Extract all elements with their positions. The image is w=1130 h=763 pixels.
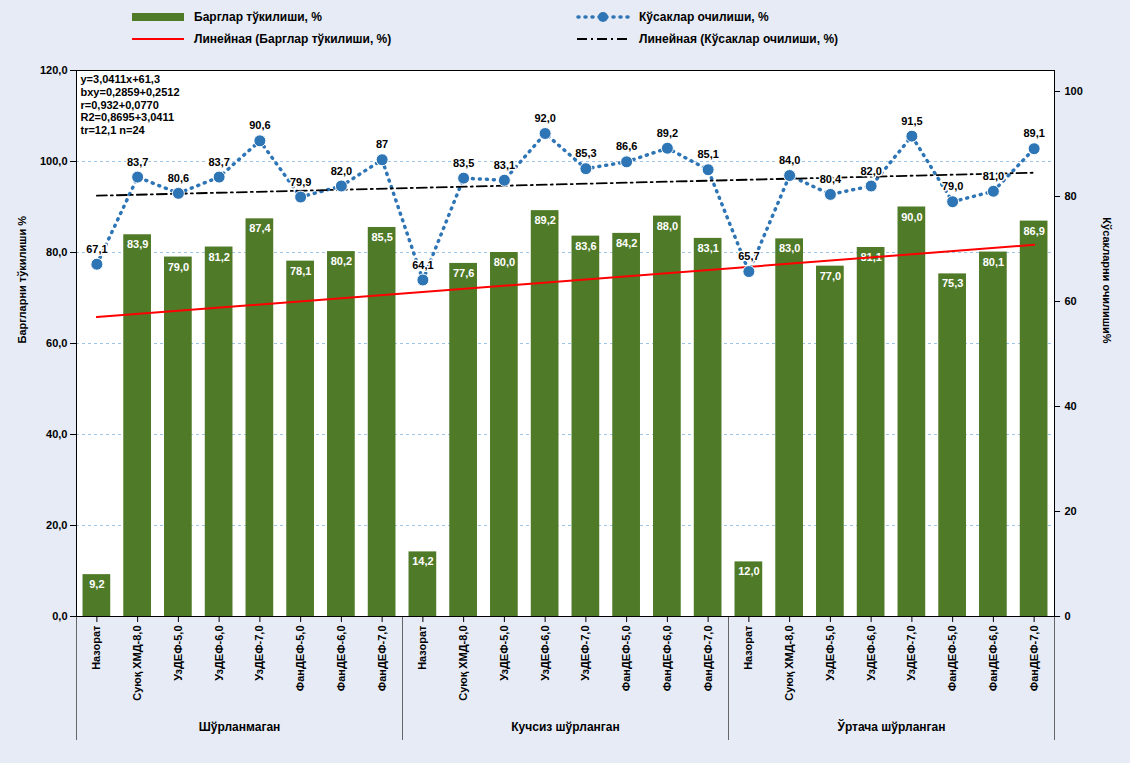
svg-text:85,3: 85,3 [575, 147, 596, 159]
svg-text:УзДЕФ-7,0: УзДЕФ-7,0 [905, 626, 917, 681]
svg-text:83,7: 83,7 [208, 156, 229, 168]
svg-text:Назорат: Назорат [416, 625, 428, 670]
svg-text:20: 20 [1065, 505, 1077, 517]
svg-text:79,0: 79,0 [942, 180, 963, 192]
svg-text:УзДЕФ-5,0: УзДЕФ-5,0 [824, 626, 836, 681]
html-text:Линейная (Кўсаклар очилиши, %): Линейная (Кўсаклар очилиши, %) [639, 32, 838, 46]
svg-text:40: 40 [1065, 400, 1077, 412]
svg-text:64,1: 64,1 [412, 258, 433, 270]
html-text:Линейная (Барглар тўкилиши, %): Линейная (Барглар тўкилиши, %) [194, 32, 392, 46]
svg-text:120,0: 120,0 [40, 64, 68, 76]
svg-text:ФанДЕФ-6,0: ФанДЕФ-6,0 [335, 626, 347, 692]
svg-text:УзДЕФ-6,0: УзДЕФ-6,0 [539, 626, 551, 681]
svg-text:14,2: 14,2 [412, 555, 433, 567]
svg-text:Назорат: Назорат [742, 625, 754, 670]
svg-text:87: 87 [376, 138, 388, 150]
svg-text:79,9: 79,9 [290, 176, 311, 188]
svg-text:УзДЕФ-7,0: УзДЕФ-7,0 [253, 626, 265, 681]
svg-text:y=3,0411x+61,3bxy=0,2859+0,251: y=3,0411x+61,3bxy=0,2859+0,2512r=0,932+0… [81, 73, 180, 136]
svg-text:ФанДЕФ-5,0: ФанДЕФ-5,0 [620, 626, 632, 692]
svg-text:84,0: 84,0 [779, 154, 800, 166]
html-text:Кўсаклар очилиши, %: Кўсаклар очилиши, % [639, 10, 769, 24]
svg-text:82,0: 82,0 [331, 165, 352, 177]
svg-text:83,1: 83,1 [494, 159, 515, 171]
svg-text:82,0: 82,0 [860, 165, 881, 177]
svg-text:80,0: 80,0 [494, 256, 515, 268]
svg-text:83,6: 83,6 [575, 240, 596, 252]
svg-text:84,2: 84,2 [616, 237, 637, 249]
svg-text:0,0: 0,0 [52, 610, 67, 622]
svg-text:80,0: 80,0 [46, 246, 67, 258]
svg-text:87,4: 87,4 [249, 222, 271, 234]
svg-text:40,0: 40,0 [46, 428, 67, 440]
svg-text:80,6: 80,6 [168, 172, 189, 184]
svg-text:Суюқ ХМД-8,0: Суюқ ХМД-8,0 [131, 626, 143, 701]
svg-text:60,0: 60,0 [46, 337, 67, 349]
svg-text:Назорат: Назорат [90, 625, 102, 670]
svg-text:12,0: 12,0 [738, 565, 759, 577]
svg-text:Суюқ ХМД-8,0: Суюқ ХМД-8,0 [783, 626, 795, 701]
svg-text:ФанДЕФ-7,0: ФанДЕФ-7,0 [702, 626, 714, 692]
svg-text:УзДЕФ-5,0: УзДЕФ-5,0 [498, 626, 510, 681]
svg-text:Суюқ ХМД-8,0: Суюқ ХМД-8,0 [457, 626, 469, 701]
html-text:Барглар тўкилиши, %: Барглар тўкилиши, % [194, 10, 322, 24]
svg-text:78,1: 78,1 [290, 265, 311, 277]
svg-text:83,1: 83,1 [697, 242, 718, 254]
svg-text:80,1: 80,1 [983, 256, 1004, 268]
svg-text:ФанДЕФ-5,0: ФанДЕФ-5,0 [946, 626, 958, 692]
svg-text:83,5: 83,5 [453, 157, 474, 169]
svg-text:Шўрланмаган: Шўрланмаган [199, 720, 281, 734]
svg-text:ФанДЕФ-6,0: ФанДЕФ-6,0 [661, 626, 673, 692]
svg-text:88,0: 88,0 [657, 220, 678, 232]
svg-text:ФанДЕФ-7,0: ФанДЕФ-7,0 [376, 626, 388, 692]
svg-text:83,9: 83,9 [127, 238, 148, 250]
svg-text:89,2: 89,2 [657, 127, 678, 139]
svg-text:65,7: 65,7 [738, 250, 759, 262]
svg-text:81,1: 81,1 [860, 251, 882, 263]
svg-text:УзДЕФ-6,0: УзДЕФ-6,0 [213, 626, 225, 681]
svg-text:67,1: 67,1 [86, 243, 107, 255]
svg-text:77,6: 77,6 [453, 267, 474, 279]
svg-text:Баргларни тўкилиши %: Баргларни тўкилиши % [16, 216, 28, 344]
svg-text:ФанДЕФ-6,0: ФанДЕФ-6,0 [987, 626, 999, 692]
svg-text:92,0: 92,0 [534, 112, 555, 124]
svg-text:Кучсиз шўрланган: Кучсиз шўрланган [511, 720, 620, 734]
svg-text:ФанДЕФ-5,0: ФанДЕФ-5,0 [294, 626, 306, 692]
svg-text:100: 100 [1065, 85, 1083, 97]
svg-text:85,5: 85,5 [371, 231, 392, 243]
svg-text:83,0: 83,0 [779, 242, 800, 254]
svg-text:81,2: 81,2 [208, 251, 229, 263]
svg-text:85,1: 85,1 [697, 148, 718, 160]
svg-text:77,0: 77,0 [820, 270, 841, 282]
svg-text:86,9: 86,9 [1023, 225, 1044, 237]
svg-text:80,4: 80,4 [820, 173, 842, 185]
svg-text:УзДЕФ-7,0: УзДЕФ-7,0 [579, 626, 591, 681]
svg-text:86,6: 86,6 [616, 140, 637, 152]
svg-text:89,1: 89,1 [1023, 127, 1044, 139]
svg-text:75,3: 75,3 [942, 277, 963, 289]
svg-text:83,7: 83,7 [127, 156, 148, 168]
svg-text:80: 80 [1065, 190, 1077, 202]
svg-text:УзДЕФ-6,0: УзДЕФ-6,0 [865, 626, 877, 681]
svg-text:9,2: 9,2 [89, 578, 104, 590]
svg-text:90,6: 90,6 [249, 119, 270, 131]
svg-text:60: 60 [1065, 295, 1077, 307]
svg-text:81,0: 81,0 [983, 170, 1004, 182]
svg-text:0: 0 [1065, 610, 1071, 622]
svg-text:90,0: 90,0 [901, 211, 922, 223]
svg-text:89,2: 89,2 [534, 214, 555, 226]
svg-text:УзДЕФ-5,0: УзДЕФ-5,0 [172, 626, 184, 681]
svg-text:79,0: 79,0 [168, 261, 189, 273]
svg-text:20,0: 20,0 [46, 519, 67, 531]
svg-text:91,5: 91,5 [901, 115, 922, 127]
svg-text:Кўсакларни очилиши%: Кўсакларни очилиши% [1101, 217, 1113, 343]
svg-text:ФанДЕФ-7,0: ФанДЕФ-7,0 [1028, 626, 1040, 692]
svg-text:100,0: 100,0 [40, 155, 68, 167]
svg-text:80,2: 80,2 [331, 255, 352, 267]
svg-text:Ўртача шўрланган: Ўртача шўрланган [836, 719, 945, 734]
